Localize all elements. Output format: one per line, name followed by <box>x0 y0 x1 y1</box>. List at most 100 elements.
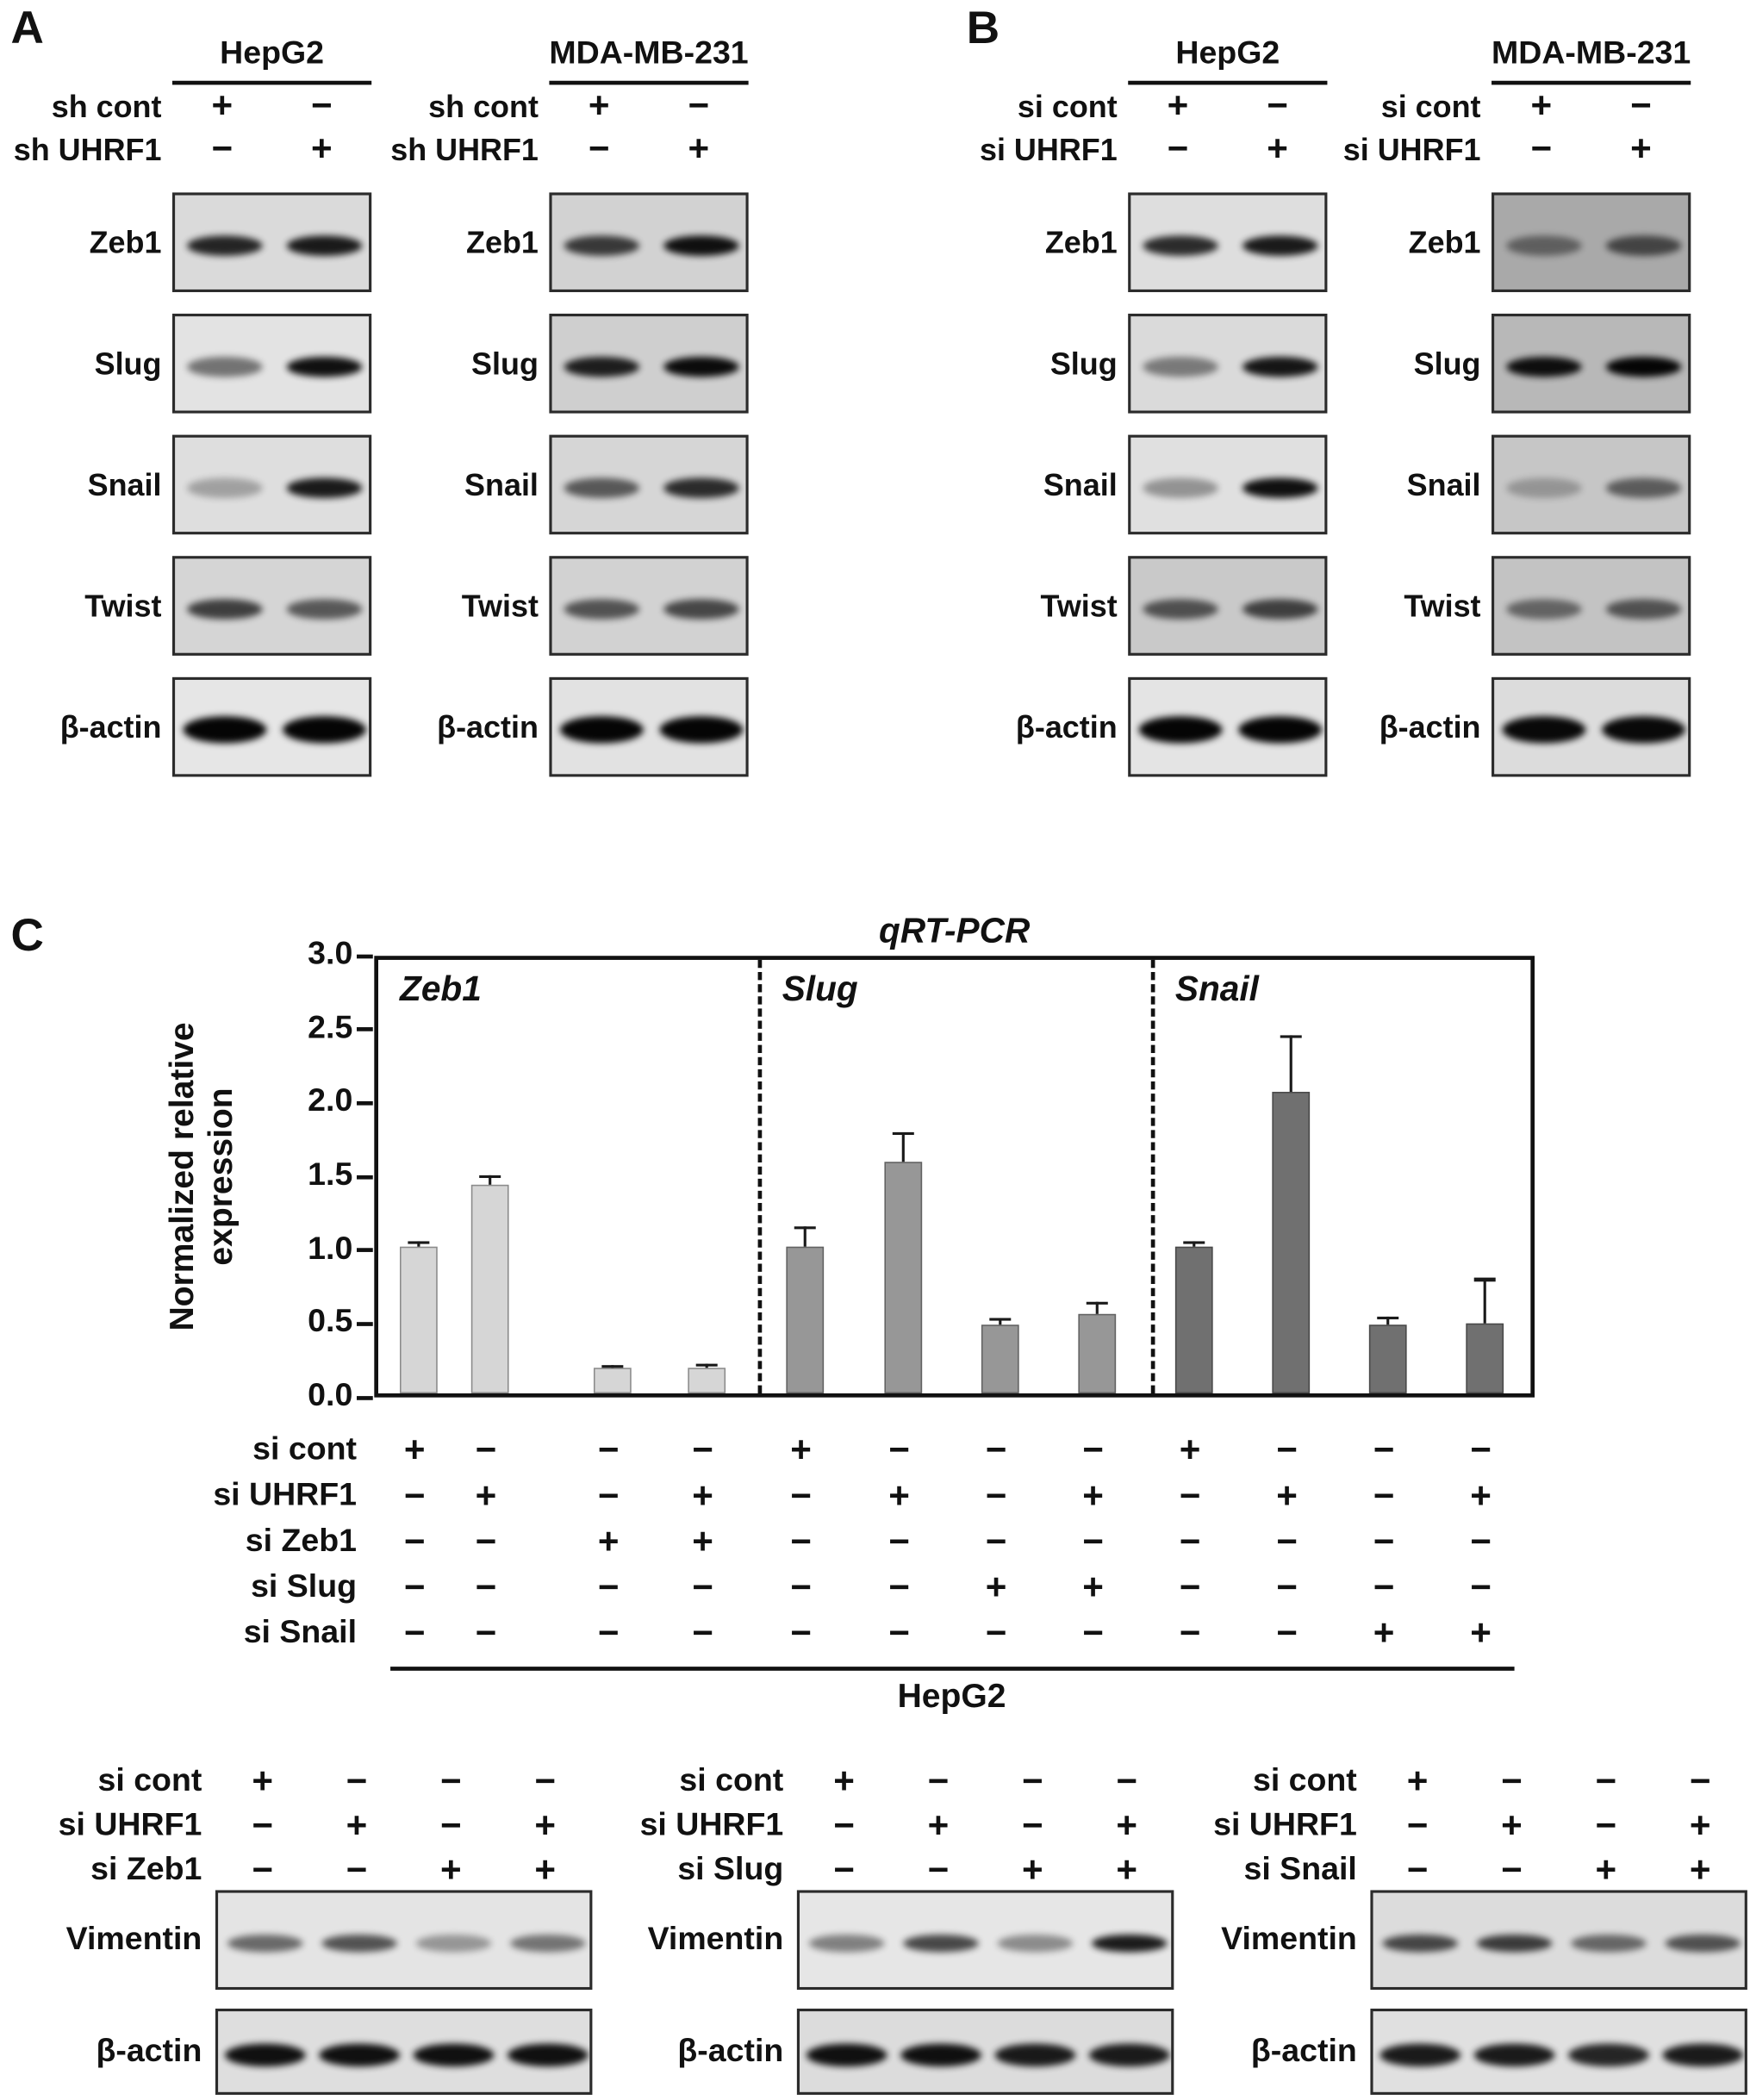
knockdown-condition-label: si cont <box>1380 88 1481 123</box>
knockdown-condition-label: sh UHRF1 <box>390 131 539 166</box>
matrix-row-label: si UHRF1 <box>58 1806 202 1843</box>
protein-blot-row: β-actin <box>10 676 374 777</box>
protein-blot-row: Twist <box>1330 556 1694 656</box>
matrix-sign: − <box>1179 1475 1201 1517</box>
matrix-row-label: si UHRF1 <box>639 1806 784 1843</box>
chart-group-label: Slug <box>782 968 858 1009</box>
matrix-sign: − <box>1595 1760 1617 1802</box>
matrix-sign: − <box>985 1612 1007 1654</box>
vimentin-blot-group: si cont + − − − si UHRF1− + − + si Slug − − + + Viment… <box>615 1760 1180 2097</box>
matrix-sign: − <box>1373 1475 1395 1517</box>
qrtpcr-bar <box>1466 1323 1504 1393</box>
wb-column-a-0: HepG2 sh cont + − sh UHRF1− + Zeb1 Slug Snail Twi… <box>10 35 374 777</box>
error-bar-line <box>1289 1035 1293 1092</box>
chart-group-label: Snail <box>1174 968 1259 1009</box>
matrix-sign: − <box>1689 1760 1711 1802</box>
protein-band <box>1242 356 1318 377</box>
lane-signs: + − <box>1492 84 1691 128</box>
matrix-sign: + <box>403 1430 426 1471</box>
matrix-sign: + <box>475 1475 497 1517</box>
matrix-sign: − <box>475 1430 497 1471</box>
y-tick-mark <box>357 953 373 958</box>
matrix-sign: − <box>403 1475 426 1517</box>
protein-label: Slug <box>1413 345 1481 381</box>
protein-band <box>319 2042 401 2066</box>
protein-band <box>1138 716 1223 744</box>
matrix-sign: − <box>475 1567 497 1608</box>
protein-band <box>1242 234 1318 256</box>
matrix-sign: + <box>692 1521 713 1562</box>
matrix-sign: − <box>888 1567 910 1608</box>
protein-band <box>1506 234 1582 256</box>
knockdown-condition-row: sh UHRF1− + <box>10 128 374 171</box>
condition-sign: − <box>688 85 710 127</box>
matrix-sign: − <box>1276 1612 1298 1654</box>
western-blot-image <box>215 1890 593 1991</box>
protein-band <box>1665 1934 1741 1952</box>
protein-label: Zeb1 <box>1408 224 1481 259</box>
error-bar-cap <box>1086 1301 1108 1305</box>
protein-blot-row: Vimentin <box>34 1890 593 1991</box>
matrix-sign: − <box>888 1612 910 1654</box>
western-blot-image <box>1370 1890 1747 1991</box>
matrix-sign: − <box>692 1612 713 1654</box>
protein-band <box>283 716 366 744</box>
matrix-sign: + <box>1021 1849 1043 1891</box>
lane-signs: − + <box>172 128 371 171</box>
matrix-sign: − <box>1276 1567 1298 1608</box>
western-blot-image <box>171 314 372 414</box>
protein-band <box>227 1934 303 1952</box>
qrtpcr-bar <box>593 1368 632 1393</box>
matrix-sign: − <box>1595 1805 1617 1846</box>
protein-blot-row: Twist <box>10 556 374 656</box>
western-blot-image <box>549 556 749 656</box>
condition-sign: + <box>311 128 333 170</box>
chart-plot-area: Zeb1 Slug Snail <box>374 956 1535 1398</box>
protein-blot-row: β-actin <box>967 676 1330 777</box>
western-blot-image <box>1492 314 1691 414</box>
western-blot-image <box>549 314 749 414</box>
protein-label: β-actin <box>1015 708 1118 745</box>
condition-sign: + <box>1630 128 1652 170</box>
protein-label: Vimentin <box>647 1921 784 1958</box>
wb-column-b-1: MDA-MB-231 si cont + − si UHRF1− + Zeb1 Slug Sna… <box>1330 35 1694 777</box>
knockdown-condition-label: si UHRF1 <box>979 131 1118 166</box>
matrix-sign: − <box>252 1849 273 1891</box>
protein-band <box>1502 716 1586 744</box>
protein-band <box>1506 356 1582 377</box>
y-tick-label: 2.0 <box>308 1082 353 1119</box>
qrtpcr-bar <box>688 1368 726 1393</box>
protein-blot-row: Zeb1 <box>967 192 1330 293</box>
knockdown-condition-row: si UHRF1− + <box>967 128 1330 171</box>
matrix-sign: − <box>597 1475 620 1517</box>
matrix-sign: + <box>692 1475 713 1517</box>
protein-band <box>663 234 739 256</box>
error-bar-cap <box>1377 1316 1399 1320</box>
lane-signs: + − <box>172 84 371 128</box>
matrix-sign: − <box>692 1430 713 1471</box>
matrix-sign: − <box>790 1475 812 1517</box>
protein-band <box>510 1934 586 1952</box>
protein-band <box>663 477 739 498</box>
matrix-sign: − <box>1021 1805 1043 1846</box>
y-tick-mark <box>357 1395 373 1400</box>
knockdown-condition-label: si cont <box>1017 88 1118 123</box>
protein-band <box>1568 2042 1649 2066</box>
error-bar-cap <box>601 1364 624 1368</box>
matrix-sign: + <box>597 1521 620 1562</box>
protein-label: Slug <box>1049 345 1118 381</box>
protein-blot-row: Slug <box>1330 314 1694 414</box>
matrix-sign: − <box>440 1760 462 1802</box>
hepg2-group-underline <box>390 1667 1515 1671</box>
condition-sign: + <box>1167 85 1189 127</box>
protein-blot-row: Slug <box>388 314 751 414</box>
matrix-sign: − <box>1276 1521 1298 1562</box>
protein-blot-row: Twist <box>967 556 1330 656</box>
qrtpcr-bar <box>1174 1246 1213 1393</box>
error-bar-line <box>1483 1278 1487 1324</box>
western-blot-image <box>1492 676 1691 777</box>
western-blot-image <box>171 556 372 656</box>
y-tick-label: 1.5 <box>308 1156 353 1193</box>
matrix-sign: − <box>1501 1849 1523 1891</box>
